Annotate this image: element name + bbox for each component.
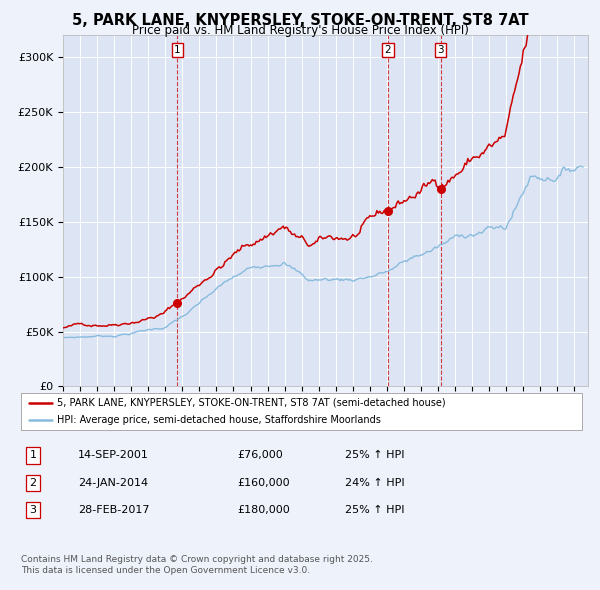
Text: 24% ↑ HPI: 24% ↑ HPI bbox=[345, 478, 404, 487]
Text: Price paid vs. HM Land Registry's House Price Index (HPI): Price paid vs. HM Land Registry's House … bbox=[131, 24, 469, 37]
Text: 25% ↑ HPI: 25% ↑ HPI bbox=[345, 451, 404, 460]
Text: Contains HM Land Registry data © Crown copyright and database right 2025.: Contains HM Land Registry data © Crown c… bbox=[21, 555, 373, 564]
Text: 25% ↑ HPI: 25% ↑ HPI bbox=[345, 505, 404, 514]
Text: 5, PARK LANE, KNYPERSLEY, STOKE-ON-TRENT, ST8 7AT (semi-detached house): 5, PARK LANE, KNYPERSLEY, STOKE-ON-TRENT… bbox=[58, 398, 446, 408]
Text: HPI: Average price, semi-detached house, Staffordshire Moorlands: HPI: Average price, semi-detached house,… bbox=[58, 415, 382, 425]
Text: 28-FEB-2017: 28-FEB-2017 bbox=[78, 505, 149, 514]
Text: 1: 1 bbox=[29, 451, 37, 460]
Text: 3: 3 bbox=[29, 505, 37, 514]
Text: This data is licensed under the Open Government Licence v3.0.: This data is licensed under the Open Gov… bbox=[21, 566, 310, 575]
Text: £160,000: £160,000 bbox=[237, 478, 290, 487]
Text: £180,000: £180,000 bbox=[237, 505, 290, 514]
Text: 24-JAN-2014: 24-JAN-2014 bbox=[78, 478, 148, 487]
Text: 5, PARK LANE, KNYPERSLEY, STOKE-ON-TRENT, ST8 7AT: 5, PARK LANE, KNYPERSLEY, STOKE-ON-TRENT… bbox=[71, 13, 529, 28]
Text: 3: 3 bbox=[437, 45, 444, 55]
Text: 14-SEP-2001: 14-SEP-2001 bbox=[78, 451, 149, 460]
Text: £76,000: £76,000 bbox=[237, 451, 283, 460]
Text: 2: 2 bbox=[29, 478, 37, 487]
Text: 1: 1 bbox=[174, 45, 181, 55]
Text: 2: 2 bbox=[385, 45, 391, 55]
